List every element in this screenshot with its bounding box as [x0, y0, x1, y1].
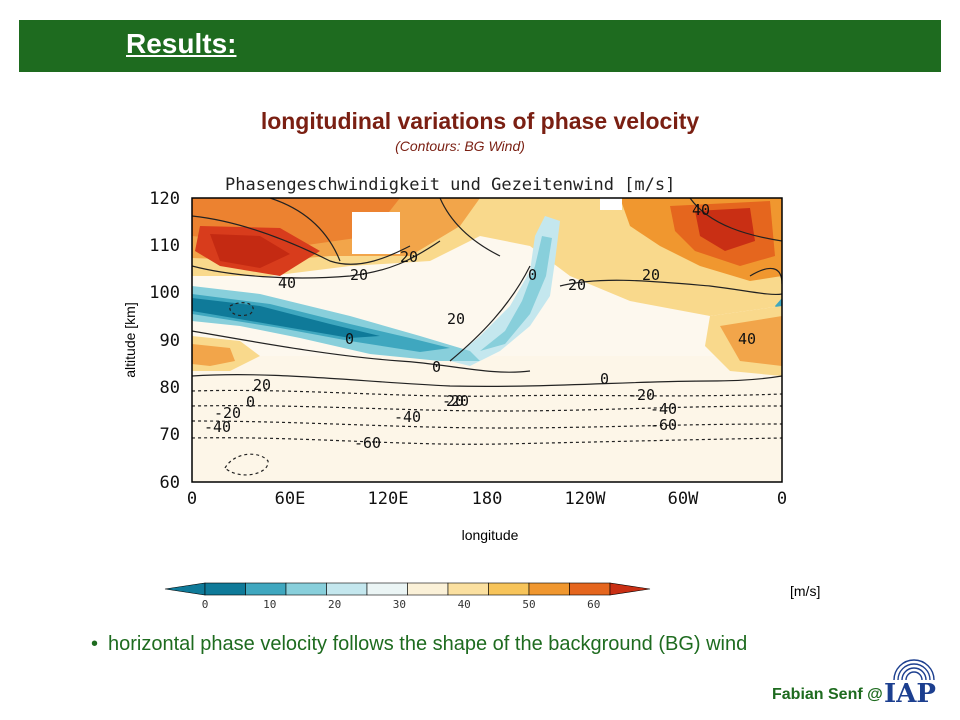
colorbar-swatch — [407, 582, 449, 596]
y-tick-labels: 120 110 100 90 80 70 60 — [150, 189, 180, 493]
contour-label: 0 — [600, 370, 609, 388]
section-title: Results: — [126, 28, 237, 59]
x-tick-labels: 0 60E 120E 180 120W 60W 0 — [187, 489, 787, 509]
colorbar-tick-label: 50 — [522, 598, 535, 610]
contour-label: 20 — [446, 392, 464, 410]
contour-label: 20 — [447, 310, 465, 328]
header-bar — [19, 20, 941, 72]
colorbar-arrow-low — [164, 582, 206, 596]
slide-subtitle: (Contours: BG Wind) — [395, 138, 525, 154]
colorbar-swatch — [488, 582, 530, 596]
contour-label: 40 — [692, 201, 710, 219]
contour-label: -40 — [394, 408, 421, 426]
y-tick-label: 120 — [150, 189, 180, 209]
contour-label: -20 — [628, 386, 655, 404]
contour-label: -40 — [650, 400, 677, 418]
chart-title: Phasengeschwindigkeit und Gezeitenwind [… — [225, 175, 675, 195]
colorbar-swatch — [447, 582, 489, 596]
contour-label: -60 — [650, 416, 677, 434]
contour-label: 20 — [350, 266, 368, 284]
phase-velocity-plot: Phasengeschwindigkeit und Gezeitenwind [… — [150, 175, 787, 509]
y-tick-label: 60 — [160, 473, 180, 493]
colorbar-tick-label: 10 — [263, 598, 276, 610]
contour-label: 40 — [278, 274, 296, 292]
colorbar-unit: [m/s] — [790, 583, 821, 599]
contour-label: -20 — [214, 404, 241, 422]
x-tick-label: 180 — [472, 489, 503, 509]
contour-lines — [192, 198, 782, 476]
x-tick-label: 120E — [368, 489, 409, 509]
contour-label: -20 — [442, 392, 469, 410]
x-tick-label: 60W — [668, 489, 699, 509]
contour-labels: 20 20 40 40 0 0 20 20 20 40 0 0 20 0 20 … — [204, 201, 756, 452]
contour-label: -60 — [354, 434, 381, 452]
colorbar-swatch — [245, 582, 287, 596]
heatmap-field — [192, 198, 782, 482]
contour-label: 40 — [738, 330, 756, 348]
bullet-point: • horizontal phase velocity follows the … — [91, 630, 831, 658]
contour-label: 20 — [642, 266, 660, 284]
y-tick-label: 80 — [160, 378, 180, 398]
colorbar-tick-label: 60 — [587, 598, 600, 610]
contour-label: 20 — [568, 276, 586, 294]
logo-arcs — [893, 659, 935, 681]
contour-label: -40 — [204, 418, 231, 436]
contour-label: 20 — [253, 376, 271, 394]
contour-label: 0 — [432, 358, 441, 376]
x-tick-label: 60E — [275, 489, 306, 509]
bullet-marker: • — [91, 633, 99, 655]
contour-label: 0 — [528, 266, 537, 284]
colorbar-arrow-high — [609, 582, 651, 596]
colorbar-swatch — [528, 582, 570, 596]
x-tick-label: 0 — [187, 489, 197, 509]
slide-title: longitudinal variations of phase velocit… — [260, 108, 700, 134]
plot-frame — [191, 197, 783, 483]
y-tick-label: 90 — [160, 331, 180, 351]
iap-logo: IAP — [884, 659, 936, 708]
colorbar-swatch — [326, 582, 368, 596]
contour-label: 0 — [246, 393, 255, 411]
colorbar-tick-label: 0 — [202, 598, 209, 610]
colorbar-tick-label: 40 — [458, 598, 471, 610]
y-tick-label: 70 — [160, 425, 180, 445]
colorbar-swatch — [285, 582, 327, 596]
contour-label: 20 — [400, 248, 418, 266]
y-tick-label: 100 — [150, 283, 180, 303]
colorbar-tick-label: 20 — [328, 598, 341, 610]
y-tick-label: 110 — [150, 236, 180, 256]
logo-text: IAP — [884, 679, 936, 708]
colorbar-swatch — [569, 582, 611, 596]
y-axis-label: altitude [km] — [122, 302, 138, 378]
bullet-text: horizontal phase velocity follows the sh… — [108, 633, 748, 655]
colorbar-swatch — [204, 582, 246, 596]
x-tick-label: 0 — [777, 489, 787, 509]
colorbar: 0 10 20 30 40 50 60 — [164, 582, 651, 610]
colorbar-tick-label: 30 — [393, 598, 406, 610]
author-credit: Fabian Senf @ — [772, 686, 883, 703]
x-axis-label: longitude — [461, 527, 519, 543]
contour-label: 0 — [345, 330, 354, 348]
colorbar-swatch — [366, 582, 408, 596]
x-tick-label: 120W — [565, 489, 607, 509]
